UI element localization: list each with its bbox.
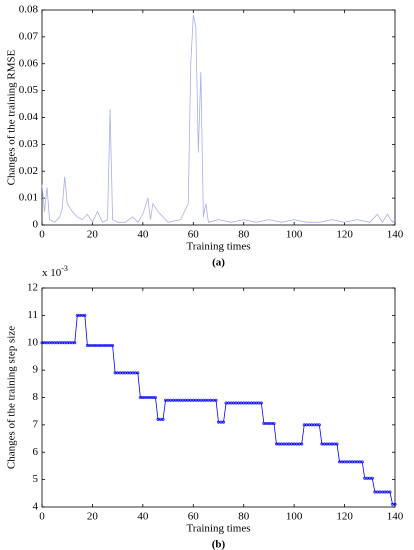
y-tick-label: 4 [33,501,39,513]
data-point [300,442,304,446]
x-tick-label: 100 [286,229,303,241]
x-tick-label: 60 [188,511,200,523]
data-point [111,343,115,347]
scale-exponent: -3 [61,264,68,273]
x-tick-label: 140 [387,229,404,241]
x-tick-label: 120 [336,511,353,523]
scale-base: x 10 [42,267,62,279]
axes-box [41,9,396,226]
subplot: 0 20 40 60 80 100 120 140 0 0.01 0.02 0.03 0.04 0.05 0… [6,4,404,269]
x-tick-label: 40 [137,229,149,241]
x-tick-label: 60 [188,229,200,241]
data-point [259,401,263,405]
subplot: 0 20 40 60 80 100 120 140 4 5 6 7 8 9 10 11 12 Training t… [6,264,404,550]
data-point [222,420,226,424]
y-tick-label: 8 [33,391,39,403]
axis-scale-label: x 10-3 [42,264,68,279]
y-tick-label: 0.06 [19,57,39,69]
x-tick-label: 120 [336,229,353,241]
x-tick-label: 0 [39,229,45,241]
y-axis-label: Changes of the training RMSE [6,49,18,185]
x-tick-label: 20 [87,229,99,241]
data-point [393,502,397,506]
x-axis-label: Training times [186,241,250,253]
data-point [83,313,87,317]
y-tick-label: 0.05 [19,84,39,96]
y-axis-label: Changes of the training step size [6,326,18,469]
x-tick-label: 40 [137,511,149,523]
data-point [136,371,140,375]
data-point [335,442,339,446]
data-point [153,395,157,399]
x-tick-label: 20 [87,511,99,523]
y-tick-label: 5 [33,473,39,485]
x-tick-label: 0 [39,511,45,523]
data-point [317,423,321,427]
y-tick-label: 9 [33,364,39,376]
caption: (b) [212,539,226,550]
data-point [214,398,218,402]
data-line [41,15,396,224]
x-tick-label: 80 [238,229,250,241]
data-point [388,490,392,494]
x-tick-label: 140 [387,511,404,523]
y-tick-label: 0 [33,219,39,231]
data-point [370,476,374,480]
y-tick-label: 0.07 [19,30,39,42]
y-tick-label: 0.03 [19,138,39,150]
data-point [360,460,364,464]
y-tick-label: 7 [33,418,39,430]
data-line [42,314,395,505]
y-tick-label: 0.08 [19,4,39,16]
data-point [272,422,276,426]
x-tick-label: 100 [286,511,303,523]
y-tick-label: 0.01 [19,192,38,204]
data-point [73,341,77,345]
y-tick-label: 0.02 [19,165,38,177]
y-tick-label: 10 [27,336,39,348]
y-tick-label: 12 [27,282,38,294]
x-axis-label: Training times [186,523,250,535]
y-tick-label: 6 [33,446,39,458]
caption: (a) [212,257,225,269]
data-point [161,417,165,421]
y-tick-label: 0.04 [19,111,39,123]
x-tick-label: 80 [238,511,250,523]
y-tick-label: 11 [27,309,38,321]
axes-box [41,287,396,508]
